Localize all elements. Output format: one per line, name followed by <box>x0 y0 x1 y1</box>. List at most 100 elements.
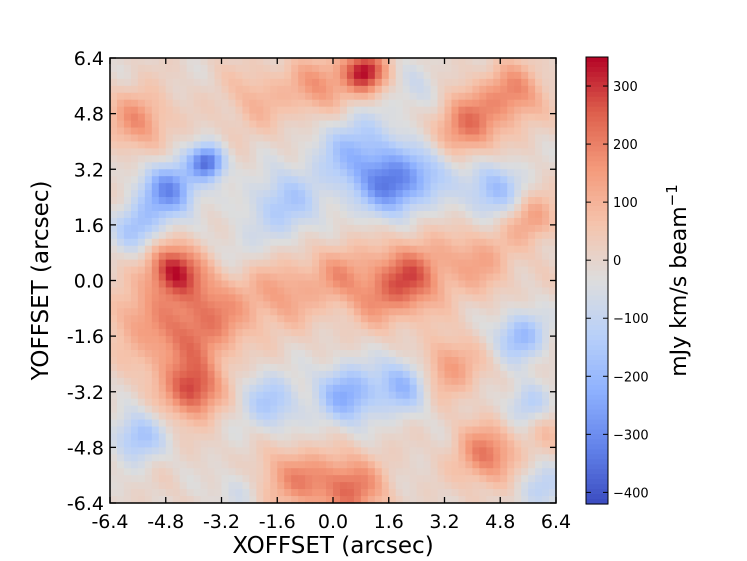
heatmap-cell <box>430 405 439 414</box>
heatmap-cell <box>514 419 522 428</box>
heatmap-cell <box>465 412 473 421</box>
heatmap-cell <box>402 99 411 108</box>
heatmap-cell <box>144 183 153 191</box>
heatmap-cell <box>158 183 167 191</box>
heatmap-cell <box>214 363 223 372</box>
heatmap-cell <box>179 141 188 149</box>
heatmap-cell <box>130 377 139 386</box>
heatmap-cell <box>158 78 167 87</box>
heatmap-cell <box>388 405 397 414</box>
heatmap-cell <box>207 329 216 337</box>
heatmap-cell <box>305 343 313 351</box>
heatmap-cell <box>263 343 271 351</box>
heatmap-cell <box>179 273 188 282</box>
heatmap-cell <box>353 343 362 351</box>
heatmap-cell <box>158 489 167 497</box>
heatmap-cell <box>472 496 480 504</box>
heatmap-cell <box>493 343 501 351</box>
heatmap-cell <box>179 266 188 275</box>
heatmap-cell <box>437 162 446 170</box>
heatmap-cell <box>535 58 543 66</box>
heatmap-cell <box>319 336 327 344</box>
heatmap-cell <box>409 454 418 462</box>
heatmap-cell <box>165 350 174 358</box>
heatmap-cell <box>186 356 195 365</box>
heatmap-cell <box>528 273 536 282</box>
heatmap-cell <box>430 127 439 136</box>
heatmap-cell <box>416 183 425 191</box>
heatmap-cell <box>270 287 278 295</box>
heatmap-cell <box>451 384 460 393</box>
heatmap-cell <box>451 370 460 379</box>
heatmap-cell <box>263 496 271 504</box>
heatmap-cell <box>395 224 404 233</box>
heatmap-cell <box>486 301 494 309</box>
heatmap-cell <box>423 489 432 497</box>
heatmap-cell <box>256 419 264 428</box>
heatmap-cell <box>493 315 501 323</box>
heatmap-cell <box>249 489 257 497</box>
heatmap-cell <box>402 155 411 163</box>
heatmap-cell <box>500 169 508 177</box>
heatmap-cell <box>493 210 501 219</box>
heatmap-cell <box>423 245 432 254</box>
heatmap-cell <box>242 356 250 365</box>
heatmap-cell <box>549 447 557 455</box>
heatmap-cell <box>326 204 334 212</box>
heatmap-cell <box>395 71 404 80</box>
heatmap-cell <box>298 461 306 469</box>
heatmap-cell <box>437 419 446 428</box>
heatmap-cell <box>388 350 397 358</box>
heatmap-cell <box>444 461 453 469</box>
heatmap-cell <box>179 210 188 219</box>
heatmap-cell <box>263 141 271 149</box>
heatmap-cell <box>395 475 404 483</box>
heatmap-cell <box>151 363 160 372</box>
heatmap-cell <box>165 162 174 170</box>
heatmap-cell <box>130 336 139 344</box>
heatmap-cell <box>437 489 446 497</box>
heatmap-cell <box>493 496 501 504</box>
heatmap-cell <box>312 141 320 149</box>
colorbar-band <box>586 210 608 217</box>
heatmap-cell <box>472 224 480 233</box>
heatmap-cell <box>507 169 515 177</box>
heatmap-cell <box>339 294 348 302</box>
heatmap-cell <box>423 141 432 149</box>
heatmap-cell <box>249 155 257 163</box>
heatmap-cell <box>277 259 285 268</box>
heatmap-cell <box>472 454 480 462</box>
heatmap-cell <box>507 398 515 407</box>
heatmap-cell <box>298 217 306 226</box>
heatmap-cell <box>200 475 209 483</box>
heatmap-cell <box>542 350 550 358</box>
heatmap-cell <box>291 58 299 66</box>
heatmap-cell <box>123 419 132 428</box>
heatmap-cell <box>305 245 313 254</box>
heatmap-cell <box>165 356 174 365</box>
heatmap-cell <box>514 58 522 66</box>
heatmap-cell <box>381 301 390 309</box>
heatmap-cell <box>200 426 209 435</box>
heatmap-cell <box>207 120 216 129</box>
heatmap-cell <box>242 273 250 282</box>
heatmap-cell <box>235 78 244 87</box>
heatmap-cell <box>346 113 355 122</box>
heatmap-cell <box>521 433 529 442</box>
heatmap-cell <box>298 426 306 435</box>
heatmap-cell <box>472 210 480 219</box>
colorbar-band <box>586 186 608 192</box>
heatmap-cell <box>172 106 181 115</box>
heatmap-cell <box>110 238 118 247</box>
heatmap-cell <box>451 106 460 115</box>
heatmap-cell <box>130 92 139 101</box>
heatmap-cell <box>179 259 188 268</box>
heatmap-cell <box>256 391 264 400</box>
heatmap-cell <box>116 78 125 87</box>
heatmap-cell <box>451 475 460 483</box>
heatmap-cell <box>465 336 473 344</box>
heatmap-cell <box>472 461 480 469</box>
heatmap-cell <box>200 419 209 428</box>
heatmap-cell <box>137 120 146 129</box>
heatmap-cell <box>479 440 487 448</box>
